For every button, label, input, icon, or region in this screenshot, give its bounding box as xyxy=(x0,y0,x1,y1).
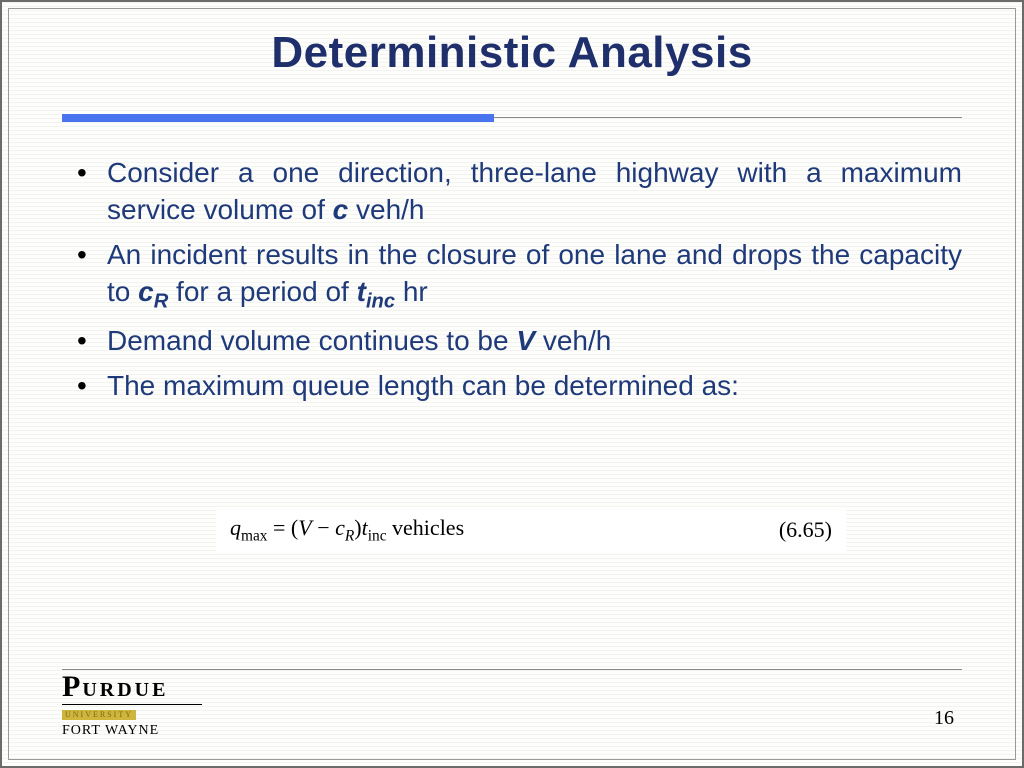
list-item: The maximum queue length can be determin… xyxy=(77,368,962,405)
eq-cr: c xyxy=(335,515,345,540)
logo-line-1: PURDUE xyxy=(62,672,202,705)
slide-title: Deterministic Analysis xyxy=(2,28,1022,78)
bullet-text: Consider a one direction, three-lane hig… xyxy=(107,157,962,225)
logo-fortwayne: FORT WAYNE xyxy=(62,724,202,738)
bullet-text: The maximum queue length can be determin… xyxy=(107,370,739,401)
eq-minus: − xyxy=(312,515,335,540)
eq-lhs-sub: max xyxy=(241,527,268,544)
var-cr: c xyxy=(138,276,154,307)
bullet-text: Demand volume continues to be xyxy=(107,325,516,356)
list-item: Demand volume continues to be V veh/h xyxy=(77,323,962,360)
list-item: Consider a one direction, three-lane hig… xyxy=(77,155,962,229)
logo-big-p: P xyxy=(62,672,81,702)
var-v: V xyxy=(516,325,535,356)
eq-cr-sub: R xyxy=(345,527,354,544)
purdue-logo: PURDUE UNIVERSITY FORT WAYNE xyxy=(62,672,202,738)
bullet-text: veh/h xyxy=(535,325,611,356)
eq-equals: = ( xyxy=(268,515,299,540)
bullet-text: hr xyxy=(395,276,428,307)
rule-accent xyxy=(62,114,494,122)
eq-tail: vehicles xyxy=(387,515,465,540)
eq-t-sub: inc xyxy=(368,527,387,544)
logo-university: UNIVERSITY xyxy=(62,710,136,720)
footer-rule xyxy=(62,669,962,670)
equation: qmax = (V − cR)tinc vehicles xyxy=(230,515,759,545)
logo-rest: URDUE xyxy=(82,680,168,700)
title-rule xyxy=(62,114,962,122)
var-tinc: t xyxy=(357,276,366,307)
eq-close: ) xyxy=(354,515,361,540)
var-c: c xyxy=(333,194,349,225)
bullet-text: for a period of xyxy=(168,276,356,307)
eq-lhs: q xyxy=(230,515,241,540)
eq-v: V xyxy=(298,515,311,540)
var-cr-sub: R xyxy=(154,290,169,312)
var-tinc-sub: inc xyxy=(366,290,395,312)
slide: Deterministic Analysis Consider a one di… xyxy=(0,0,1024,768)
bullet-list: Consider a one direction, three-lane hig… xyxy=(77,155,962,413)
equation-ref: (6.65) xyxy=(759,517,832,543)
equation-box: qmax = (V − cR)tinc vehicles (6.65) xyxy=(216,507,846,553)
bullet-text: veh/h xyxy=(348,194,424,225)
list-item: An incident results in the closure of on… xyxy=(77,237,962,315)
page-number: 16 xyxy=(934,707,954,730)
